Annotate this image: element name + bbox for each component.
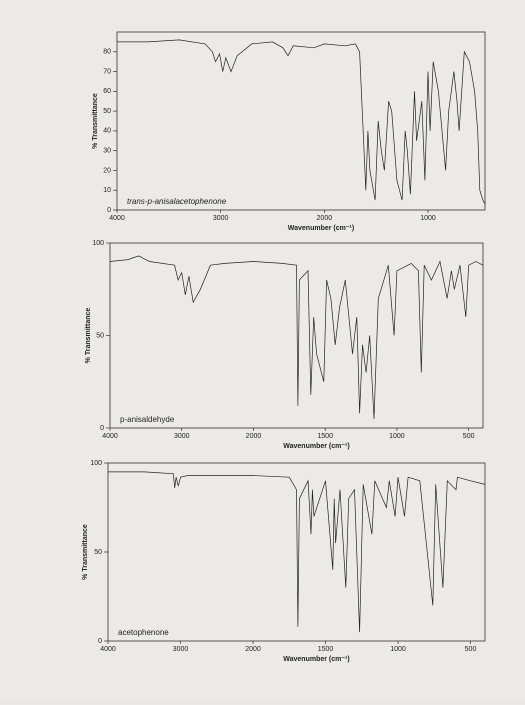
y-tick-label: 70: [103, 68, 111, 75]
spectrum-line: [117, 39, 486, 205]
x-tick-label: 2000: [317, 215, 333, 222]
y-tick-label: 40: [103, 128, 111, 135]
compound-name: trans-p-anisalacetophenone: [127, 197, 227, 206]
compound-name: acetophenone: [118, 628, 169, 637]
x-axis-label: Wavenumber (cm⁻¹): [283, 443, 349, 450]
y-tick-label: 10: [103, 187, 111, 194]
y-axis-label: % Transmittance: [92, 93, 99, 149]
spectrum-line: [109, 255, 484, 419]
x-tick-label: 4000: [102, 433, 118, 440]
compound-name: p-anisaldehyde: [120, 415, 175, 424]
plot-frame: [116, 31, 486, 211]
x-tick-label: 3000: [213, 215, 229, 222]
spectrum-line: [108, 471, 486, 633]
x-tick-label: 1000: [390, 646, 406, 653]
y-axis-label: % Transmittance: [85, 308, 92, 364]
y-tick-label: 50: [103, 108, 111, 115]
y-tick-label: 100: [90, 460, 102, 467]
x-tick-label: 500: [465, 646, 477, 653]
x-tick-label: 2000: [245, 646, 261, 653]
y-tick-label: 50: [96, 332, 104, 339]
x-tick-label: 4000: [100, 646, 116, 653]
y-tick-label: 0: [98, 638, 102, 645]
y-tick-label: 60: [103, 88, 111, 95]
y-tick-label: 30: [103, 148, 111, 155]
x-tick-label: 3000: [174, 433, 190, 440]
x-tick-label: 1500: [317, 433, 333, 440]
y-tick-label: 20: [103, 167, 111, 174]
x-tick-label: 1000: [420, 215, 436, 222]
x-axis-label: Wavenumber (cm⁻¹): [288, 225, 354, 232]
y-tick-label: 0: [107, 207, 111, 214]
y-tick-label: 0: [100, 425, 104, 432]
y-tick-label: 50: [94, 549, 102, 556]
x-tick-label: 500: [463, 433, 475, 440]
y-tick-label: 100: [92, 240, 104, 247]
y-axis-label: % Transmittance: [82, 524, 89, 580]
x-tick-label: 4000: [109, 215, 125, 222]
x-tick-label: 2000: [246, 433, 262, 440]
x-tick-label: 1000: [389, 433, 405, 440]
y-tick-label: 80: [103, 49, 111, 56]
x-tick-label: 1500: [318, 646, 334, 653]
x-tick-label: 3000: [173, 646, 189, 653]
x-axis-label: Wavenumber (cm⁻¹): [283, 656, 349, 663]
